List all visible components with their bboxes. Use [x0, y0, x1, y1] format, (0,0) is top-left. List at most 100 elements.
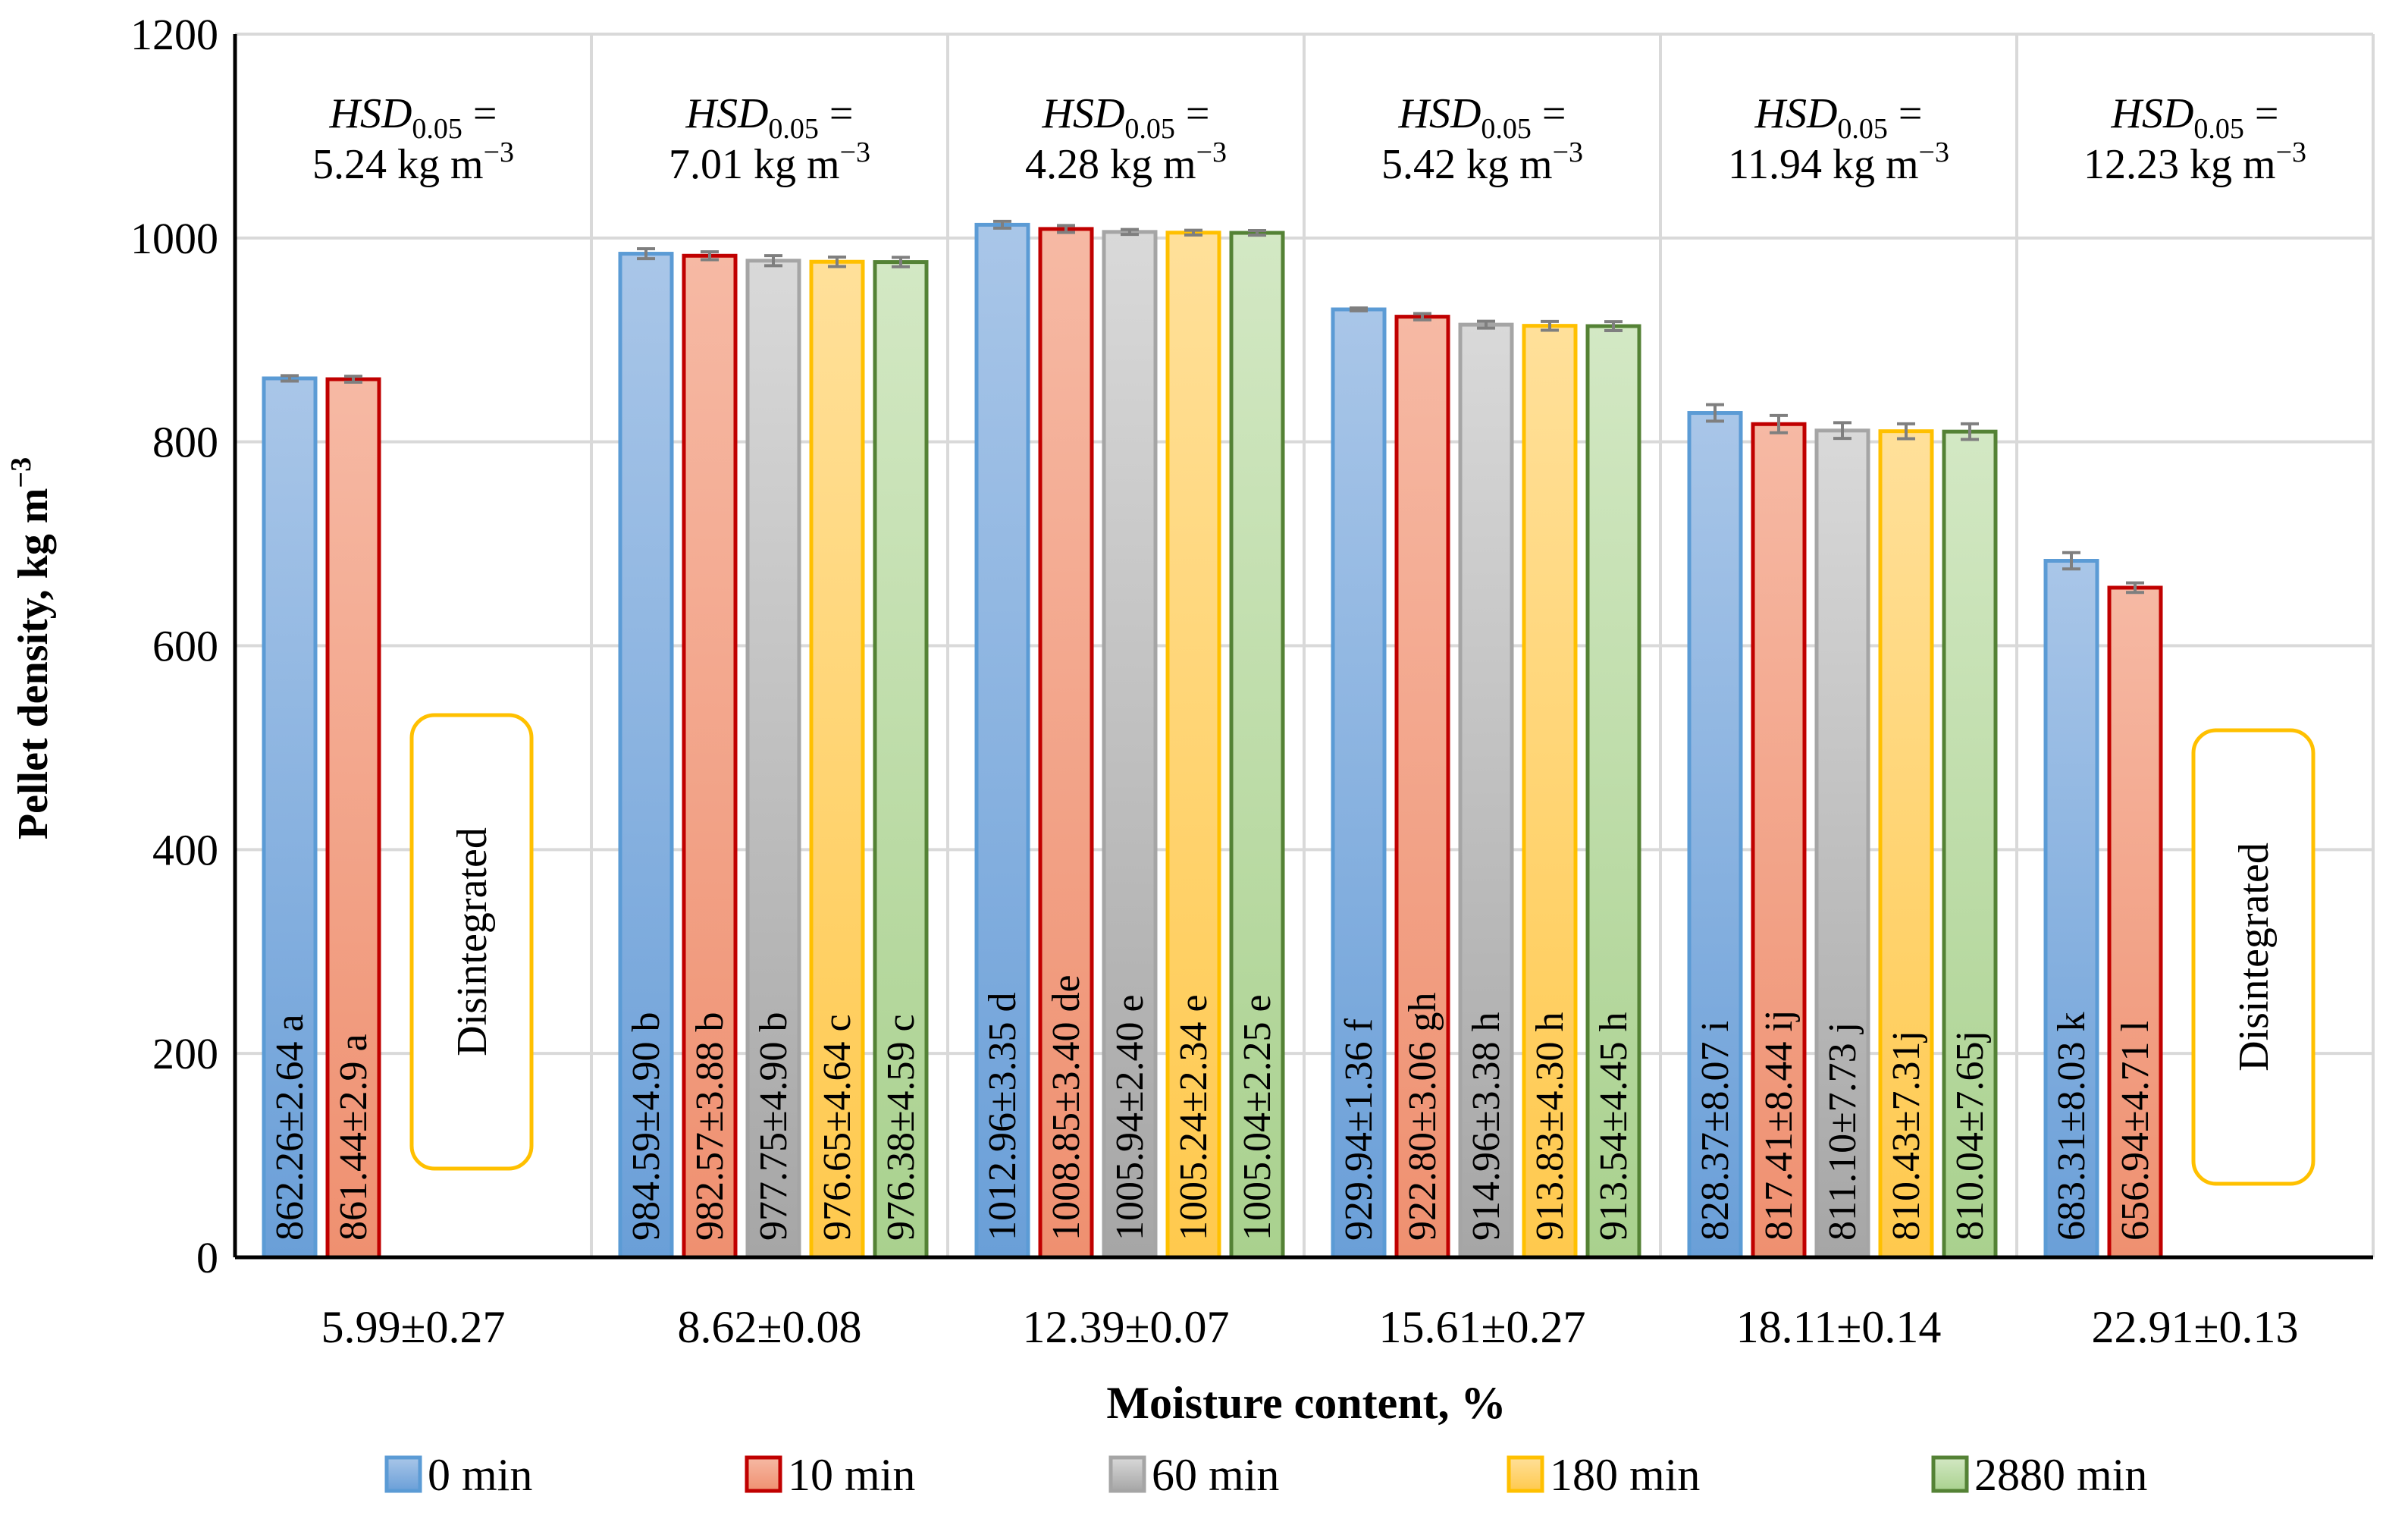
error-bar [1184, 228, 1202, 237]
hsd-annotation-line1: HSD0.05 = [2111, 90, 2279, 145]
y-axis-title: Pellet density, kg m−3 [5, 457, 57, 839]
y-tick-label: 1000 [130, 214, 218, 263]
hsd-annotation-line1: HSD0.05 = [1398, 90, 1566, 145]
bar-value-label: 913.83±4.30 h [1529, 1012, 1572, 1241]
error-bar [828, 255, 846, 268]
axes [233, 34, 2373, 1260]
legend: 0 min 10 min 60 min 180 min 2880 min [384, 1450, 2147, 1500]
error-bar [1770, 413, 1788, 435]
bar-value-label: 656.94±4.71 l [2114, 1021, 2157, 1241]
x-tick-label: 22.91±0.13 [2092, 1302, 2299, 1352]
legend-label: 180 min [1550, 1450, 1700, 1500]
bar-value-label: 1012.96±3.35 d [981, 992, 1024, 1241]
error-bar [1057, 224, 1075, 234]
error-bar [764, 254, 782, 268]
error-bar [1897, 422, 1915, 441]
hsd-annotation-line1: HSD0.05 = [1754, 90, 1923, 145]
bar-60-min-1 [745, 259, 801, 1260]
bar-2880-min-2 [1229, 231, 1285, 1260]
bar-180-min-4 [1878, 429, 1934, 1260]
bar-value-label: 976.65±4.64 c [816, 1014, 859, 1241]
y-tick-label: 600 [152, 622, 218, 671]
legend-item-60-min: 60 min [1108, 1450, 1279, 1500]
bar-0-min-0 [262, 376, 318, 1260]
legend-item-0-min: 0 min [384, 1450, 532, 1500]
bar-10-min-5 [2107, 585, 2163, 1260]
gridlines [235, 33, 2375, 1257]
error-bar [1961, 422, 1979, 441]
bar-value-label: 913.54±4.45 h [1592, 1012, 1635, 1241]
legend-swatch [1108, 1455, 1146, 1493]
hsd-annotation-line2: 4.28 kg m−3 [1025, 136, 1227, 188]
legend-label: 10 min [788, 1450, 915, 1500]
hsd-annotation-line1: HSD0.05 = [685, 90, 854, 145]
legend-swatch [1507, 1455, 1544, 1493]
hsd-annotation-line1: HSD0.05 = [1042, 90, 1210, 145]
bar-value-label: 984.59±4.90 b [625, 1012, 668, 1241]
legend-swatch [745, 1455, 782, 1493]
bar-value-label: 976.38±4.59 c [879, 1014, 923, 1241]
bar-value-label: 977.75±4.90 b [752, 1012, 795, 1241]
bar-value-label: 683.31±8.03 k [2050, 1012, 2093, 1241]
bar-value-label: 914.96±3.38 h [1465, 1012, 1508, 1241]
error-bar [2126, 581, 2144, 595]
error-bar [1477, 319, 1495, 330]
error-bar [701, 250, 719, 262]
bar-value-label: 1005.24±2.34 e [1172, 994, 1215, 1241]
y-tick-label: 800 [152, 418, 218, 467]
disintegrated-callout: Disintegrated [409, 713, 534, 1171]
error-bar [637, 246, 655, 261]
bar-value-label: 817.41±8.44 ij [1757, 1010, 1801, 1241]
bar-value-label: 810.04±7.65j [1949, 1031, 1992, 1241]
x-tick-label: 8.62±0.08 [678, 1302, 862, 1352]
y-tick-label: 0 [196, 1233, 218, 1282]
bar-value-label: 1005.94±2.40 e [1108, 994, 1152, 1241]
legend-label: 0 min [428, 1450, 532, 1500]
bar-60-min-2 [1102, 230, 1158, 1260]
legend-item-2880-min: 2880 min [1931, 1450, 2147, 1500]
error-bar [1833, 421, 1851, 441]
bar-180-min-1 [809, 259, 865, 1260]
error-bar [344, 375, 362, 384]
y-tick-label: 1200 [130, 10, 218, 59]
x-tick-label: 12.39±0.07 [1023, 1302, 1230, 1352]
bar-value-label: 811.10±7.73 j [1821, 1022, 1864, 1241]
error-bar [993, 219, 1011, 230]
x-axis-title: Moisture content, % [1106, 1378, 1506, 1428]
hsd-annotation-line2: 5.24 kg m−3 [312, 136, 514, 188]
x-tick-label: 15.61±0.27 [1379, 1302, 1586, 1352]
bar-2880-min-1 [873, 260, 929, 1260]
error-bar [1541, 319, 1559, 332]
hsd-annotation-line2: 7.01 kg m−3 [669, 136, 870, 188]
disintegrated-label: Disintegrated [449, 827, 496, 1056]
bar-value-label: 828.37±8.07 i [1694, 1021, 1737, 1241]
bar-10-min-1 [682, 253, 738, 1260]
x-tick-label: 5.99±0.27 [321, 1302, 506, 1352]
x-tick-label: 18.11±0.14 [1736, 1302, 1942, 1352]
bar-value-label: 862.26±2.64 a [268, 1014, 312, 1241]
error-bar [1248, 229, 1266, 237]
y-tick-label: 400 [152, 825, 218, 874]
bar-10-min-3 [1394, 315, 1450, 1260]
disintegrated-callout: Disintegrated [2191, 728, 2316, 1186]
error-bar [2062, 551, 2080, 571]
annotations: 0 200 400 600 800 1000 1200 862.26±2.64 a 984.59… [130, 10, 2316, 1352]
hsd-annotation-line2: 5.42 kg m−3 [1381, 136, 1583, 188]
y-tick-label: 200 [152, 1029, 218, 1078]
y-axis-title-sup: −3 [5, 457, 37, 488]
bar-value-label: 1005.04±2.25 e [1236, 994, 1279, 1241]
disintegrated-label: Disintegrated [2231, 843, 2278, 1072]
hsd-annotation-line2: 11.94 kg m−3 [1728, 136, 1949, 188]
bar-value-label: 1008.85±3.40 de [1045, 974, 1088, 1241]
bar-value-label: 861.44±2.9 a [332, 1034, 375, 1241]
legend-item-10-min: 10 min [745, 1450, 915, 1500]
bar-value-label: 922.80±3.06 gh [1401, 992, 1444, 1241]
error-bar [1413, 312, 1431, 322]
error-bar [892, 256, 910, 268]
y-axis-title-text: Pellet density, kg m [10, 488, 57, 840]
legend-swatch [1931, 1455, 1969, 1493]
legend-item-180-min: 180 min [1507, 1450, 1700, 1500]
legend-swatch [384, 1455, 422, 1493]
bar-value-label: 982.57±3.88 b [688, 1012, 732, 1241]
bars [262, 219, 2163, 1260]
